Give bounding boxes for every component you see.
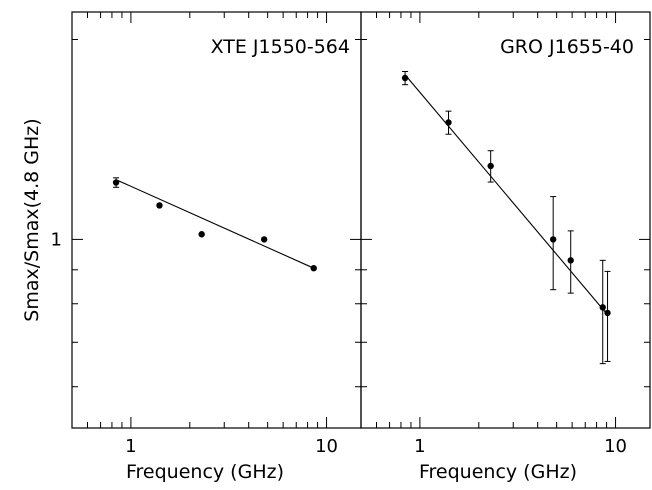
data-point [445,119,452,126]
panel-right-points [401,70,611,365]
x-axis-label-left: Frequency (GHz) [126,461,284,483]
panel-right-ticks: 1 10 [361,12,650,457]
panel-right-fit [404,74,608,316]
data-point [112,179,120,186]
panel-left-fit [115,179,314,269]
data-point [401,74,409,82]
x-tick-label: 10 [315,436,338,457]
data-point [260,236,268,243]
panel-right: GRO J1655-40 1 10 [360,11,651,457]
data-point [156,202,163,209]
data-point [198,231,205,238]
data-point [567,257,574,264]
panel-left: XTE J1550-564 1 10 1 [51,11,362,457]
x-tick-label: 10 [604,436,627,457]
panel-left-ticks: 1 10 1 [51,12,361,457]
data-point [310,264,317,272]
y-axis-label: Smax/Smax(4.8 GHz) [21,118,43,321]
fit-line [115,179,314,269]
data-point [599,304,606,311]
data-point [549,236,557,243]
panel-right-title: GRO J1655-40 [500,36,634,58]
data-point [604,309,611,317]
panel-right-frame [360,11,651,429]
fit-line [404,74,608,316]
y-tick-label: 1 [51,229,62,250]
panel-left-title: XTE J1550-564 [211,36,350,58]
x-axis-label-right: Frequency (GHz) [419,461,577,483]
x-tick-label: 1 [414,436,425,457]
x-tick-label: 1 [125,436,136,457]
data-point [487,162,494,170]
panel-left-points [112,177,317,272]
